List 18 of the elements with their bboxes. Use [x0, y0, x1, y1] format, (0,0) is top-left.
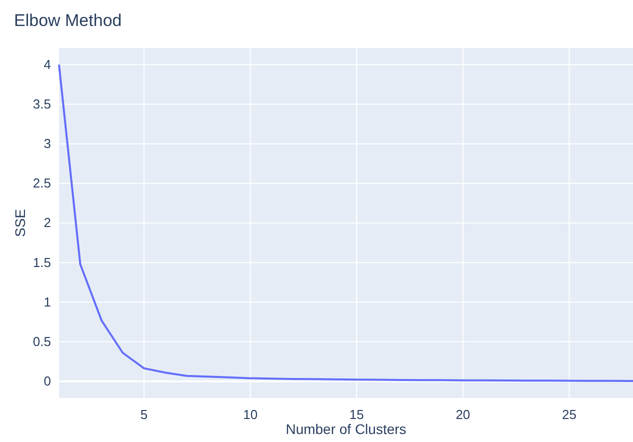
x-axis-title: Number of Clusters — [286, 421, 406, 437]
y-tick-label: 3 — [44, 136, 51, 151]
y-tick-label: 4 — [44, 56, 51, 72]
x-tick-label: 10 — [243, 407, 258, 422]
line-series — [58, 64, 633, 382]
x-tick-label: 20 — [456, 407, 470, 422]
y-tick-label: 1 — [44, 294, 51, 310]
y-tick-label: 3.5 — [32, 96, 51, 112]
x-tick-label: 15 — [349, 407, 364, 422]
y-tick-label: 0 — [44, 374, 51, 389]
y-tick-label: 1.5 — [32, 254, 51, 270]
y-tick-label: 0.5 — [32, 334, 51, 349]
x-tick-label: 5 — [140, 407, 148, 422]
y-axis-title: SSE — [12, 208, 28, 238]
y-tick-label: 2.5 — [32, 176, 51, 191]
chart-title: Elbow Method — [14, 11, 122, 30]
y-tick-label: 2 — [44, 215, 51, 230]
x-tick-label: 25 — [562, 407, 576, 422]
